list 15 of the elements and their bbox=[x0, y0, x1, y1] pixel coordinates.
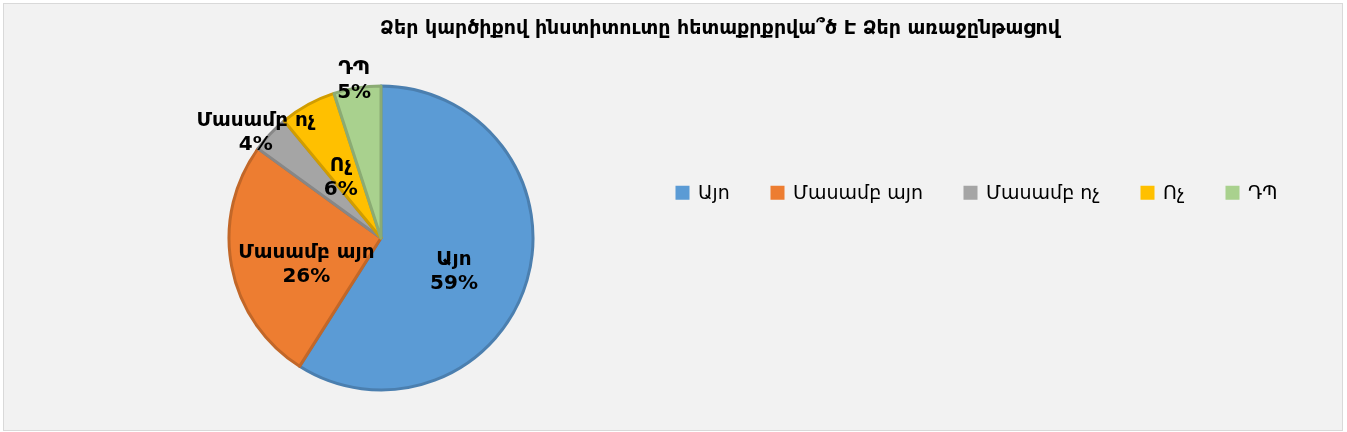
slice-label: Մասամբ այո bbox=[238, 239, 375, 264]
data-label: 59% bbox=[430, 270, 478, 295]
slice-label: ԴՊ bbox=[338, 55, 371, 80]
legend-label: ԴՊ bbox=[1248, 180, 1278, 203]
legend-label: Մասամբ այո bbox=[793, 180, 923, 203]
data-label: 4% bbox=[238, 131, 273, 156]
data-label: 5% bbox=[337, 79, 372, 104]
legend-label: Ոչ bbox=[1163, 180, 1185, 203]
legend-label: Այո bbox=[698, 180, 730, 203]
slice-label: Ոչ bbox=[329, 151, 353, 176]
slice-label: Այո bbox=[436, 246, 472, 271]
legend-label: Մասամբ ոչ bbox=[986, 180, 1101, 203]
slice-label: Մասամբ ոչ bbox=[196, 107, 316, 132]
data-label: 26% bbox=[282, 263, 331, 288]
chart-title: Ձեր կարծիքով ինստիտուտը հետաքրքրվա՞ծ Է Ձեր առաջընթացով bbox=[380, 16, 1062, 38]
